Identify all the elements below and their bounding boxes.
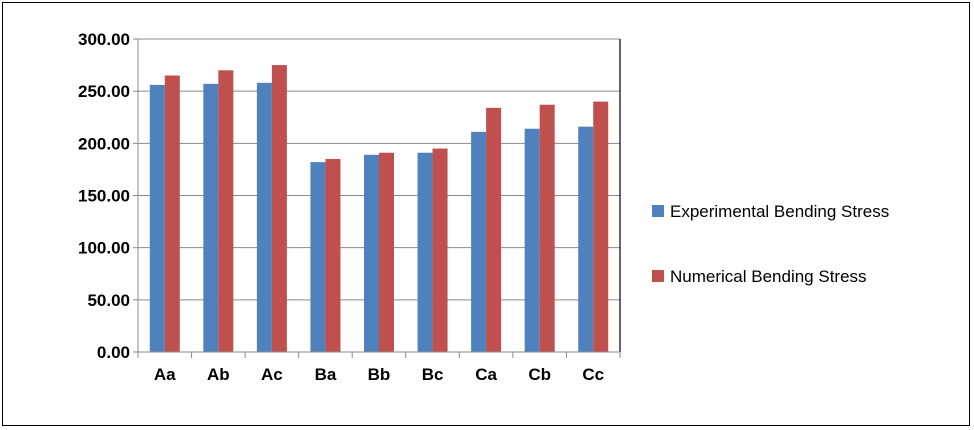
legend-swatch-experimental — [652, 205, 664, 217]
y-tick-label: 100.00 — [78, 239, 130, 258]
x-tick-label: Ca — [475, 365, 497, 384]
x-tick-label: Ac — [261, 365, 283, 384]
y-tick-labels: 0.00 50.00 100.00 150.00 200.00 250.00 300.00 — [78, 30, 130, 362]
bar-aa-numerical — [164, 75, 180, 353]
y-tick-label: 300.00 — [78, 30, 130, 49]
x-tick-label: Cc — [582, 365, 604, 384]
bars — [149, 65, 609, 353]
y-tick-label: 150.00 — [78, 187, 130, 206]
bar-cc-numerical — [593, 101, 609, 352]
bar-bc-numerical — [432, 148, 448, 352]
x-tick-label: Ab — [207, 365, 230, 384]
x-tick-label: Aa — [154, 365, 176, 384]
legend-label-numerical: Numerical Bending Stress — [670, 267, 867, 286]
x-tick-label: Bb — [368, 365, 391, 384]
x-tick-label: Cb — [528, 365, 551, 384]
x-tick-label: Ba — [315, 365, 337, 384]
x-tick-label: Bc — [422, 365, 444, 384]
bar-bb-numerical — [379, 152, 394, 352]
legend: Experimental Bending Stress Numerical Ben… — [652, 202, 889, 286]
bar-ac-numerical — [271, 65, 287, 352]
y-tick-label: 200.00 — [78, 134, 130, 153]
axes — [133, 38, 621, 358]
bar-bc-experimental — [417, 152, 433, 352]
y-tick-label: 250.00 — [78, 82, 130, 101]
legend-label-experimental: Experimental Bending Stress — [670, 202, 889, 221]
bar-ac-experimental — [256, 82, 272, 352]
bar-ba-numerical — [325, 158, 341, 352]
bar-cb-numerical — [539, 104, 555, 352]
y-tick-label: 50.00 — [87, 291, 130, 310]
bar-cb-experimental — [524, 128, 540, 352]
bar-ba-experimental — [310, 162, 326, 352]
y-tick-label: 0.00 — [97, 343, 130, 362]
bar-ab-numerical — [218, 70, 234, 353]
x-tick-labels: Aa Ab Ac Ba Bb Bc Ca Cb Cc — [154, 365, 604, 384]
bar-ab-experimental — [203, 83, 219, 352]
bar-ca-experimental — [471, 131, 487, 352]
bar-cc-experimental — [578, 126, 594, 352]
legend-swatch-numerical — [652, 270, 664, 282]
bar-ca-numerical — [486, 107, 502, 352]
bar-aa-experimental — [149, 84, 165, 352]
bar-bb-experimental — [364, 154, 379, 352]
